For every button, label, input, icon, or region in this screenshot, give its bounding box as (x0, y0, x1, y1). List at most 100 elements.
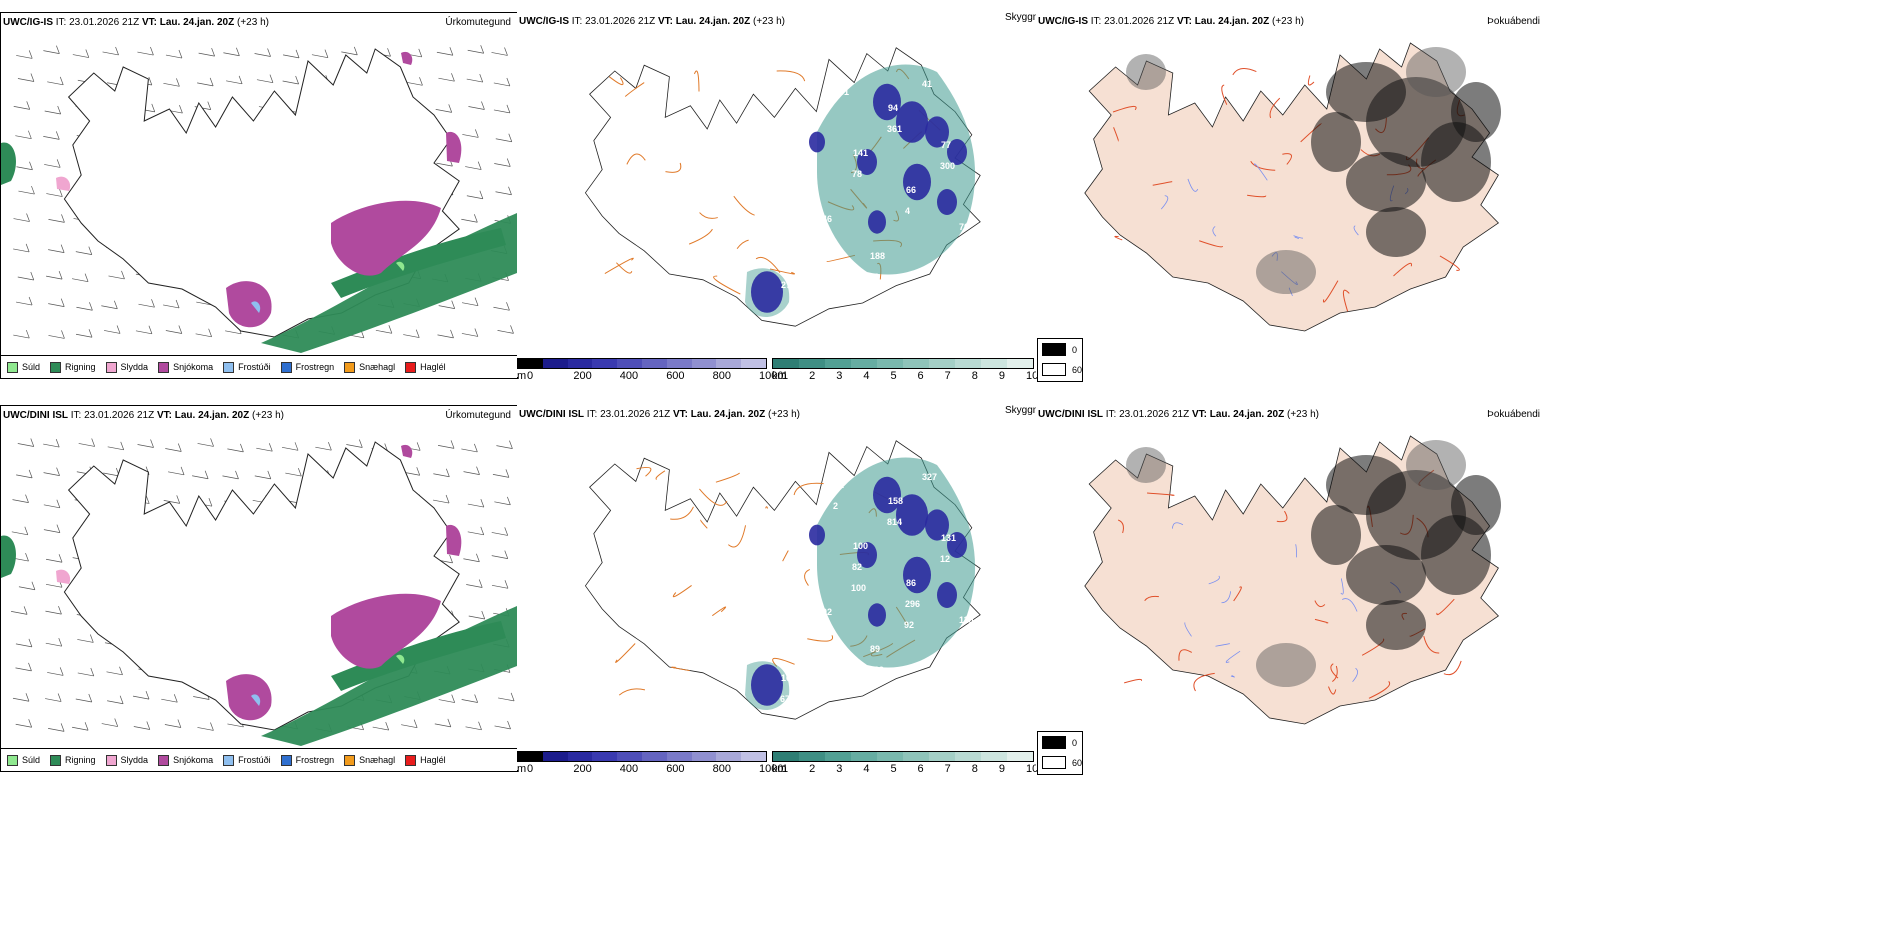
ceiling-value-label: 66 (906, 185, 916, 195)
ceiling-value-label: 89 (870, 644, 880, 654)
ceiling-value-label: 395 (976, 95, 991, 105)
legend-swatch (280, 361, 292, 373)
panel-header: UWC/DINI ISL IT: 23.01.2026 21Z VT: Lau.… (519, 409, 800, 420)
precip-type-title: Úrkomutegund (445, 17, 511, 28)
ceiling-value-label: 86 (906, 578, 916, 588)
legend-label: Snæhagl (359, 755, 396, 765)
ceiling-value-label: 41 (816, 235, 826, 245)
legend-item: Slydda (105, 361, 148, 373)
ceiling-value-label: 84 (816, 628, 826, 638)
ceiling-value-label: 92 (904, 620, 914, 630)
fog-legend-low-label: 60 (1072, 364, 1083, 375)
ceiling-value-label: 143 (763, 591, 778, 601)
ceiling-value-label: 277 (781, 280, 796, 290)
ceiling-value-label: 12 (940, 554, 950, 564)
fog-indicator-map (1084, 435, 1501, 725)
ceiling-value-label: 28 (800, 111, 810, 121)
legend-item: Frostregn (280, 361, 335, 373)
ceiling-value-label: 88 (957, 657, 967, 667)
legend-label: Súld (22, 755, 41, 765)
colorbar-tick-label: 1000 (759, 763, 784, 775)
colorbar-tick-label: 0 (527, 763, 534, 775)
legend-swatch (50, 754, 62, 766)
legend-item: Snjókoma (158, 361, 213, 373)
colorbar-tick-label: 600 (666, 370, 685, 382)
legend-swatch (344, 361, 356, 373)
ceiling-value-label: 814 (887, 517, 902, 527)
panel-header: UWC/DINI ISL IT: 23.01.2026 21Z VT: Lau.… (3, 410, 284, 421)
legend-item: Snjókoma (158, 754, 214, 766)
precip-type-panel-top: UWC/IG-IS IT: 23.01.2026 21Z VT: Lau. 24… (0, 12, 518, 379)
colorbar-tick-label: 5 (890, 763, 897, 775)
legend-label: Frostregn (295, 362, 335, 372)
colorbar-tick-label: 9 (998, 763, 1005, 775)
colorbar-tick-label: 4 (863, 763, 870, 775)
legend-swatch (223, 361, 235, 373)
colorbar-tick-label: 200 (573, 763, 592, 775)
ceiling-value-label: 80 (958, 636, 968, 646)
colorbar-tick-label: 4 (863, 370, 870, 382)
fog-indicator-panel-bottom: UWC/DINI ISL IT: 23.01.2026 21Z VT: Lau.… (1036, 405, 1546, 775)
ceiling-value-label: 296 (905, 599, 920, 609)
legend-label: Snjókoma (173, 755, 214, 765)
ceiling-colorbar: m 0 200 400 600 800 1000 (517, 356, 783, 386)
legend-swatch (405, 361, 417, 373)
legend-item: Haglél (405, 361, 446, 373)
ceiling-value-label: 141 (853, 148, 868, 158)
legend-label: Frostregn (295, 755, 335, 765)
colorbar-tick-label: 0 (527, 370, 534, 382)
legend-item: Rigning (50, 361, 96, 373)
legend-item: Snæhagl (344, 361, 395, 373)
ceiling-value-label: 77 (958, 243, 968, 253)
ceiling-value-label: 105 (764, 177, 779, 187)
ceiling-value-label: 41 (922, 79, 932, 89)
panel-header: UWC/DINI ISL IT: 23.01.2026 21Z VT: Lau.… (1038, 409, 1319, 420)
legend-swatch (280, 754, 292, 766)
colorbar-unit: m (517, 370, 527, 382)
ceiling-visibility-panel-bottom: UWC/DINI ISL IT: 23.01.2026 21Z VT: Lau.… (517, 405, 1038, 775)
ceiling-value-label: 115 (959, 615, 974, 625)
legend-swatch (158, 361, 170, 373)
colorbar-tick-label: 200 (573, 370, 592, 382)
precip-type-map (1, 45, 517, 353)
colorbar-tick-label: 800 (712, 370, 731, 382)
legend-swatch (105, 754, 117, 766)
colorbar-tick-label: 6 (917, 370, 924, 382)
legend-item: Slydda (105, 754, 148, 766)
legend-item: Súld (7, 361, 41, 373)
visibility-colorbar: km 1 2 3 4 5 6 7 8 9 10 (772, 749, 1038, 779)
legend-swatch (7, 754, 18, 766)
fog-legend-swatch-high (1042, 736, 1066, 749)
ceiling-value-label: 78 (852, 169, 862, 179)
ceiling-value-label: 94 (888, 103, 898, 113)
ceiling-value-label: 226 (975, 509, 990, 519)
ceiling-value-label: 110 (747, 467, 762, 477)
ceiling-value-label: 165 (781, 673, 796, 683)
ceiling-value-label: 81 (923, 681, 933, 691)
legend-item: Haglél (405, 754, 446, 766)
precip-type-map (1, 438, 517, 746)
legend-item: Rigning (50, 754, 96, 766)
colorbar-tick-label: 8 (971, 763, 978, 775)
legend-swatch (7, 361, 18, 373)
colorbar-tick-label: 800 (712, 763, 731, 775)
ceiling-value-label: 300 (940, 161, 955, 171)
colorbar-tick-label: 400 (619, 370, 639, 382)
legend-label: Súld (22, 362, 41, 372)
precip-type-legend: Súld Rigning Slydda Snjókoma Frostúði Frostre… (1, 355, 517, 378)
ceiling-value-label: 100 (851, 583, 866, 593)
ceiling-colorbar: m 0 200 400 600 800 1000 (517, 749, 783, 779)
colorbar-tick-label: 1 (782, 370, 789, 382)
ceiling-value-label: 82 (852, 562, 862, 572)
sky-title: Skyggni (1005, 12, 1041, 23)
fog-indicator-title: Þokuábendi (1487, 16, 1540, 27)
colorbar-tick-label: 10 (1026, 370, 1039, 382)
fog-legend-high-label: 0 (1072, 737, 1078, 748)
colorbar-tick-label: 7 (944, 370, 951, 382)
ceiling-value-label: 230 (763, 198, 778, 208)
ceiling-value-label: 85 (923, 288, 933, 298)
colorbar-tick-label: 3 (836, 763, 843, 775)
legend-item: Súld (7, 754, 41, 766)
fog-legend-swatch-high (1042, 343, 1066, 356)
precip-type-panel-bottom: UWC/DINI ISL IT: 23.01.2026 21Z VT: Lau.… (0, 405, 518, 772)
